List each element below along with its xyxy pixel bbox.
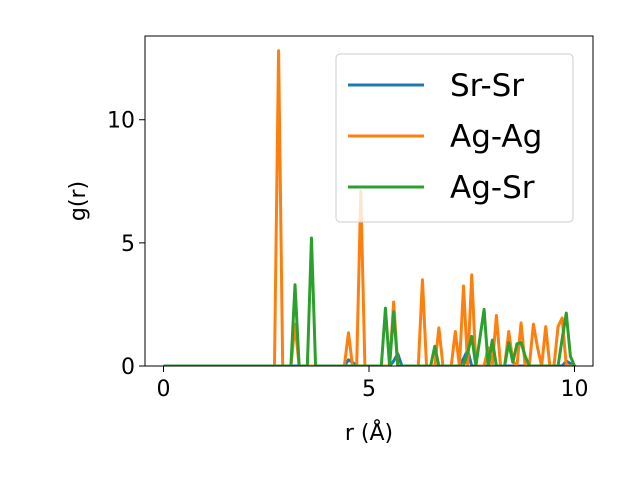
legend-label-ag-ag: Ag-Ag <box>450 119 542 155</box>
y-tick-label: 0 <box>121 355 135 380</box>
y-axis-label: g(r) <box>66 181 91 221</box>
x-tick-label: 10 <box>561 377 589 402</box>
x-axis-label: r (Å) <box>345 419 393 446</box>
series-layer <box>163 49 576 366</box>
x-tick-label: 0 <box>156 377 170 402</box>
legend-entries: Sr-Sr Ag-Ag Ag-Sr <box>348 68 542 206</box>
legend: Sr-Sr Ag-Ag Ag-Sr <box>335 53 574 223</box>
y-axis-ticks: 0 5 10 <box>107 109 145 380</box>
legend-label-sr-sr: Sr-Sr <box>450 68 524 104</box>
legend-box <box>335 53 574 223</box>
x-axis-ticks: 0 5 10 <box>156 366 589 402</box>
y-tick-label: 5 <box>121 232 135 257</box>
series-line-ag-ag <box>163 49 575 366</box>
series-line-ag-sr <box>163 236 576 366</box>
x-tick-label: 5 <box>362 377 376 402</box>
y-tick-label: 10 <box>107 109 135 134</box>
legend-label-ag-sr: Ag-Sr <box>450 170 535 206</box>
